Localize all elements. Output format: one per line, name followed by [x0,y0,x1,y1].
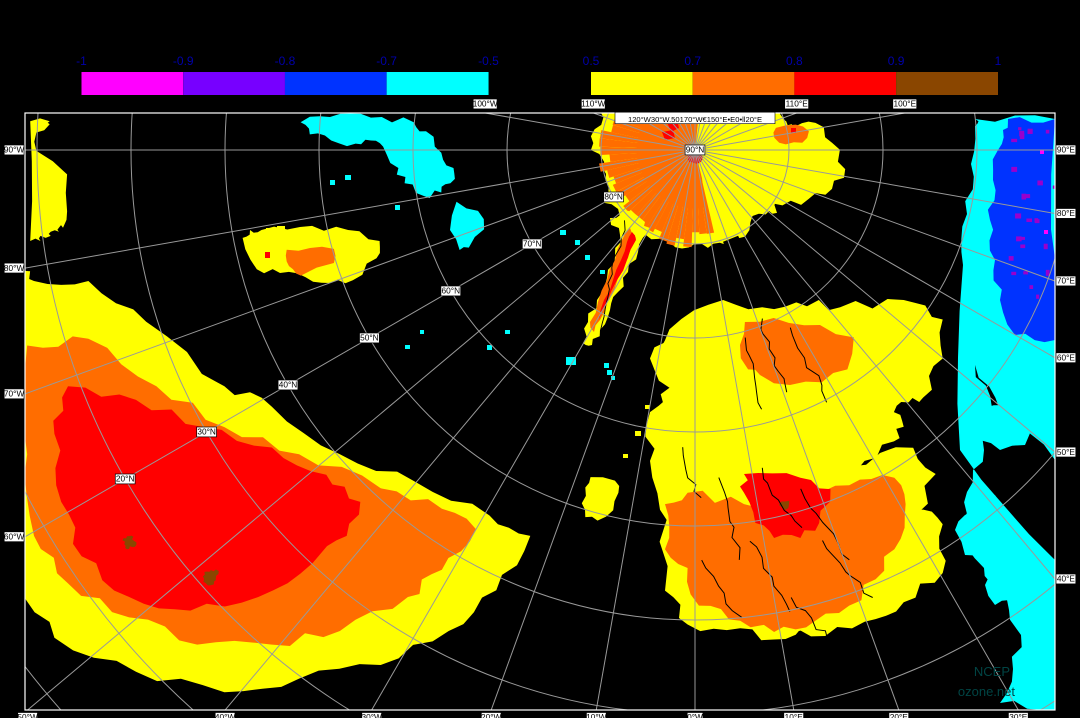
svg-text:60°W: 60°W [4,532,25,542]
svg-text:0.7: 0.7 [684,54,701,68]
svg-text:-1: -1 [76,54,87,68]
svg-text:60°E: 60°E [1057,353,1076,363]
svg-text:ozone.net: ozone.net [958,684,1015,699]
svg-text:NCEP: NCEP [974,664,1010,679]
svg-text:0.9: 0.9 [888,54,905,68]
svg-text:80°N: 80°N [604,192,623,202]
svg-text:-0.9: -0.9 [173,54,194,68]
svg-text:20°N: 20°N [116,474,135,484]
svg-text:80°E: 80°E [1057,208,1076,218]
svg-text:110°E: 110°E [786,99,809,109]
svg-text:90°N: 90°N [686,145,705,155]
svg-text:40°E: 40°E [1057,574,1076,584]
svg-text:-0.7: -0.7 [376,54,397,68]
svg-text:10°W: 10°W [586,712,607,718]
svg-text:80°W: 80°W [4,263,25,273]
svg-text:90°W: 90°W [4,145,25,155]
svg-text:20°E: 20°E [890,712,909,718]
svg-text:50°W: 50°W [17,712,38,718]
svg-text:50°E: 50°E [1057,447,1076,457]
svg-text:30°E: 30°E [1009,712,1028,718]
svg-text:0.8: 0.8 [786,54,803,68]
svg-text:60°N: 60°N [442,286,461,296]
svg-text:0.5: 0.5 [583,54,600,68]
svg-text:100°E: 100°E [893,99,916,109]
svg-text:40°W: 40°W [215,712,236,718]
svg-text:50°N: 50°N [360,333,379,343]
svg-text:40°N: 40°N [279,380,298,390]
svg-text:30°N: 30°N [197,427,216,437]
svg-text:10°E: 10°E [785,712,804,718]
svg-text:110°W: 110°W [581,99,606,109]
svg-text:120°W30°W.50170°W€150°E•E0•ll2: 120°W30°W.50170°W€150°E•E0•ll20°E [628,115,762,124]
svg-text:-0.5: -0.5 [478,54,499,68]
svg-text:90°E: 90°E [1057,145,1076,155]
svg-text:70°E: 70°E [1057,276,1076,286]
svg-text:1: 1 [995,54,1002,68]
svg-text:70°N: 70°N [523,239,542,249]
svg-text:30°W: 30°W [362,712,383,718]
svg-text:-0.8: -0.8 [275,54,296,68]
svg-text:20°W: 20°W [481,712,502,718]
svg-text:0°W: 0°W [687,712,703,718]
svg-text:100°W: 100°W [473,99,498,109]
svg-text:70°W: 70°W [4,389,25,399]
